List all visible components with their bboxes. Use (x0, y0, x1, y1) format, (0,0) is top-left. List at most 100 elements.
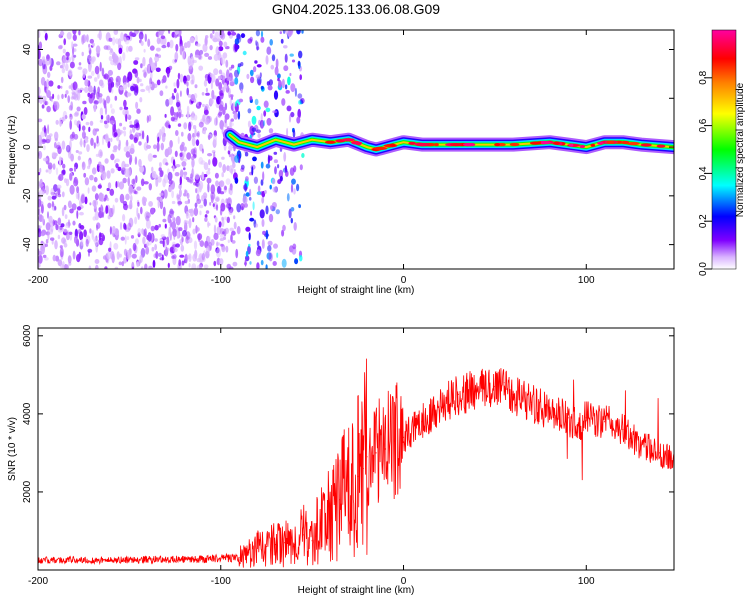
spectrogram-cell (177, 136, 180, 145)
spectrogram-cell (38, 228, 42, 238)
spectrogram-cell (186, 40, 191, 48)
spectrogram-cell (137, 228, 141, 235)
spectrogram-cell (204, 52, 210, 58)
spectrogram-cell (57, 217, 62, 226)
spectrogram-cell (134, 238, 139, 245)
signal-peak (626, 142, 640, 146)
spectrogram-cell (72, 81, 78, 91)
spectrogram-cell (38, 262, 41, 268)
spectrogram-cell (221, 216, 224, 221)
spectrogram-x-ticks: -200 -100 0 100 (28, 30, 595, 286)
spectrogram-cell (288, 114, 292, 123)
spectrogram-cell (177, 123, 182, 127)
snr-point (128, 559, 130, 561)
spectrogram-cell (81, 113, 86, 120)
spectrogram-cell (209, 98, 214, 105)
spectrogram-cell (63, 38, 66, 46)
spectrogram-cell (88, 65, 92, 72)
spectrogram-cell (143, 141, 149, 151)
colorbar-tick-label: 0.8 (698, 70, 709, 84)
spectrogram-cell (206, 170, 211, 175)
spectrogram-cell (148, 183, 152, 191)
spectrogram-y-tick-label: -40 (22, 237, 33, 252)
spectrogram-cell (174, 150, 178, 157)
spectrogram-cell (210, 80, 213, 90)
spectrogram-cell (290, 217, 293, 224)
spectrogram-cell (160, 30, 165, 33)
spectrogram-cell (156, 196, 161, 201)
spectrogram-cell (142, 56, 146, 67)
spectrogram-cell (152, 259, 156, 268)
spectrogram-cell (292, 243, 297, 250)
spectrogram-cell (168, 124, 171, 129)
spectrogram-cell (222, 106, 226, 116)
spectrogram-cell (242, 195, 248, 205)
spectrogram-cell (167, 247, 170, 252)
snr-point (357, 475, 359, 477)
spectrogram-cell (143, 71, 147, 78)
spectrogram-cell (272, 110, 278, 114)
spectrogram-cell (47, 71, 51, 78)
spectrogram-cell (42, 157, 48, 162)
spectrogram-cell (175, 215, 181, 226)
spectrogram-cell (156, 79, 161, 86)
spectrogram-cell (47, 211, 49, 219)
snr-point (476, 389, 478, 392)
spectrogram-cell (92, 199, 97, 207)
spectrogram-cell (164, 148, 170, 158)
spectrogram-cell (252, 156, 257, 162)
spectrogram-cell (148, 265, 153, 269)
spectrogram-cell (205, 92, 210, 96)
spectrogram-cell (127, 145, 131, 150)
spectrogram-cell (131, 178, 136, 185)
spectrogram-cell (232, 101, 235, 111)
spectrogram-cell (81, 51, 84, 57)
spectrogram-cell (85, 235, 91, 245)
spectrogram-cell (298, 204, 301, 209)
spectrogram-cell (231, 230, 236, 236)
spectrogram-cell (286, 127, 289, 138)
spectrogram-cell (203, 126, 207, 135)
spectrogram-cell (234, 42, 239, 52)
spectrogram-cell (293, 165, 297, 173)
spectrogram-cell (145, 212, 151, 219)
spectrogram-cell (86, 34, 89, 43)
spectrogram-cell (59, 263, 65, 269)
spectrogram-cell (172, 247, 178, 253)
spectrogram-cell (204, 103, 209, 109)
spectrogram-cell (54, 205, 57, 211)
spectrogram-cell (156, 142, 160, 152)
spectrogram-cell (169, 246, 175, 253)
spectrogram-cell (193, 207, 199, 217)
spectrogram-cell (144, 263, 148, 269)
spectrogram-cell (212, 203, 215, 208)
spectrogram-cell (282, 30, 286, 34)
spectrogram-cell (139, 97, 143, 103)
spectrogram-cell (267, 240, 273, 246)
spectrogram-cell (245, 192, 250, 197)
spectrogram-cell (57, 146, 62, 155)
spectrogram-cell (65, 90, 69, 95)
spectrogram-cell (86, 144, 90, 153)
spectrogram-cell (76, 210, 79, 219)
spectrogram-cell (61, 58, 66, 69)
spectrogram-cell (188, 121, 192, 132)
spectrogram-cell (138, 259, 142, 264)
spectrogram-cell (204, 217, 208, 222)
spectrogram-cell (188, 61, 193, 70)
spectrogram-cell (190, 94, 196, 102)
spectrogram-cell (191, 111, 195, 119)
spectrogram-frame (37, 29, 675, 270)
spectrogram-cell (99, 164, 104, 173)
spectrogram-cell (236, 203, 242, 213)
spectrogram-cell (188, 237, 193, 244)
spectrogram-cell (263, 100, 269, 108)
spectrogram-cell (276, 252, 279, 258)
spectrogram-cell (192, 217, 195, 223)
spectrogram-cell (187, 94, 192, 98)
spectrogram-cell (94, 65, 100, 75)
spectrogram-cell (173, 82, 176, 87)
spectrogram-cell (117, 62, 122, 71)
spectrogram-cell (296, 116, 301, 124)
